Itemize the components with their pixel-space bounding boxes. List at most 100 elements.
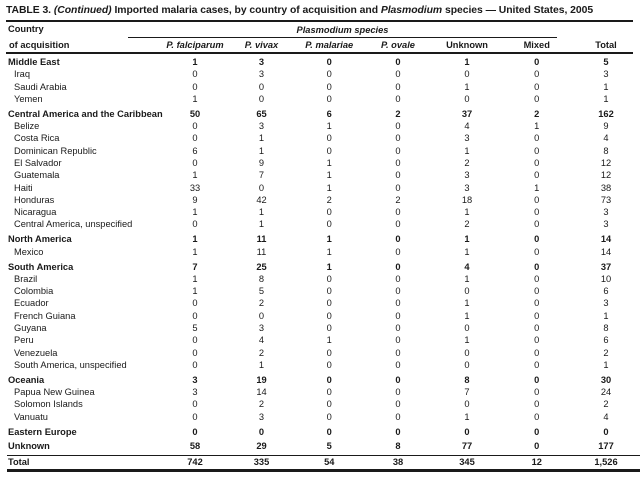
- row-value: 1: [464, 335, 470, 346]
- table-title-species-word: Plasmodium: [380, 5, 443, 16]
- row-value: 5: [603, 57, 609, 67]
- row-value: 0: [395, 182, 401, 193]
- row-value: 2: [258, 298, 265, 309]
- row-value: 1: [192, 273, 198, 284]
- table-row: Haiti 33 0 1 0 3 1 38: [7, 182, 640, 194]
- row-value: 0: [534, 157, 540, 168]
- column-header-mixed: Mixed: [523, 40, 550, 50]
- row-value: 1: [326, 182, 332, 193]
- row-value: 0: [395, 207, 401, 218]
- row-value: 0: [326, 399, 332, 410]
- row-label: Dominican Republic: [14, 145, 97, 156]
- row-value: 0: [534, 145, 540, 156]
- row-value: 0: [326, 347, 332, 358]
- row-value: 7: [464, 387, 470, 398]
- row-value: 2: [258, 399, 265, 410]
- row-value: 0: [258, 310, 265, 321]
- row-value: 1: [603, 310, 609, 321]
- row-value: 6: [192, 145, 198, 156]
- row-value: 0: [534, 411, 540, 422]
- row-value: 0: [192, 359, 198, 370]
- row-value: 42: [256, 194, 267, 205]
- column-header-p-falciparum: P. falciparum: [166, 40, 224, 50]
- table-row: Saudi Arabia 0 0 0 0 1 0 1: [7, 81, 640, 93]
- row-value: 1: [464, 207, 470, 218]
- row-value: 1: [326, 246, 332, 257]
- row-value: 1: [326, 121, 332, 132]
- row-value: 0: [534, 399, 540, 410]
- table-row: El Salvador 0 9 1 0 2 0 12: [7, 157, 640, 169]
- table-row: Honduras 9 42 2 2 18 0 73: [7, 194, 640, 206]
- row-label: North America: [8, 234, 72, 245]
- row-label: Venezuela: [14, 347, 58, 358]
- row-value: 19: [256, 374, 267, 385]
- row-label: Central America and the Caribbean: [8, 108, 163, 119]
- row-value: 0: [326, 273, 332, 284]
- row-value: 18: [461, 194, 473, 205]
- row-value: 0: [192, 399, 198, 410]
- row-value: 1: [258, 359, 265, 370]
- table-row: French Guiana 0 0 0 0 1 0 1: [7, 310, 640, 322]
- row-label: Middle East: [8, 57, 60, 67]
- row-label: Nicaragua: [14, 207, 57, 218]
- row-value: 1: [603, 81, 609, 92]
- row-value: 742: [187, 456, 203, 467]
- row-value: 0: [464, 323, 470, 334]
- row-label: Central America, unspecified: [14, 219, 133, 230]
- row-value: 5: [326, 441, 332, 452]
- row-value: 3: [603, 219, 609, 230]
- row-value: 0: [326, 69, 332, 80]
- table-row: Colombia 1 5 0 0 0 0 6: [7, 285, 640, 297]
- row-value: 1: [464, 310, 470, 321]
- row-value: 6: [603, 335, 609, 346]
- row-value: 1: [326, 157, 332, 168]
- row-value: 1: [464, 246, 470, 257]
- row-label: Brazil: [14, 273, 38, 284]
- row-value: 8: [603, 323, 609, 334]
- row-value: 0: [534, 286, 540, 297]
- row-value: 0: [326, 298, 332, 309]
- table-title: TABLE 3. (Continued) Imported malaria ca…: [6, 5, 636, 17]
- row-value: 0: [326, 219, 332, 230]
- row-value: 0: [534, 347, 540, 358]
- row-value: 0: [534, 246, 540, 257]
- row-value: 0: [464, 399, 470, 410]
- row-value: 0: [534, 441, 540, 452]
- row-value: 0: [192, 335, 198, 346]
- row-label: Belize: [14, 121, 40, 132]
- row-value: 3: [258, 69, 265, 80]
- row-label: Haiti: [14, 182, 33, 193]
- row-value: 38: [600, 182, 612, 193]
- row-value: 12: [600, 170, 612, 181]
- row-value: 4: [603, 133, 609, 144]
- table-row: Oceania 3 19 0 0 8 0 30: [7, 374, 640, 386]
- table-title-suffix: species — United States, 2005: [444, 5, 594, 16]
- row-value: 0: [395, 145, 401, 156]
- row-value: 2: [603, 347, 609, 358]
- row-value: 1: [534, 182, 540, 193]
- row-value: 50: [189, 108, 201, 119]
- table-row: Yemen 1 0 0 0 0 0 1: [7, 93, 640, 105]
- row-value: 0: [192, 133, 198, 144]
- row-value: 0: [258, 426, 265, 437]
- row-label: Ecuador: [14, 298, 49, 309]
- row-value: 0: [192, 69, 198, 80]
- row-value: 1: [464, 298, 470, 309]
- row-value: 0: [464, 347, 470, 358]
- row-value: 1,526: [594, 456, 618, 467]
- row-value: 0: [534, 133, 540, 144]
- row-value: 0: [326, 411, 332, 422]
- table-title-text: Imported malaria cases, by country of ac…: [114, 5, 378, 16]
- row-value: 1: [603, 93, 609, 104]
- table-row: Brazil 1 8 0 0 1 0 10: [7, 273, 640, 285]
- row-value: 0: [326, 145, 332, 156]
- row-value: 3: [258, 57, 265, 67]
- row-value: 2: [395, 108, 401, 119]
- row-value: 0: [534, 234, 540, 245]
- row-value: 0: [192, 411, 198, 422]
- row-label: Guatemala: [14, 170, 60, 181]
- row-label: Mexico: [14, 246, 44, 257]
- row-value: 4: [258, 335, 265, 346]
- row-value: 0: [534, 387, 540, 398]
- row-value: 0: [534, 69, 540, 80]
